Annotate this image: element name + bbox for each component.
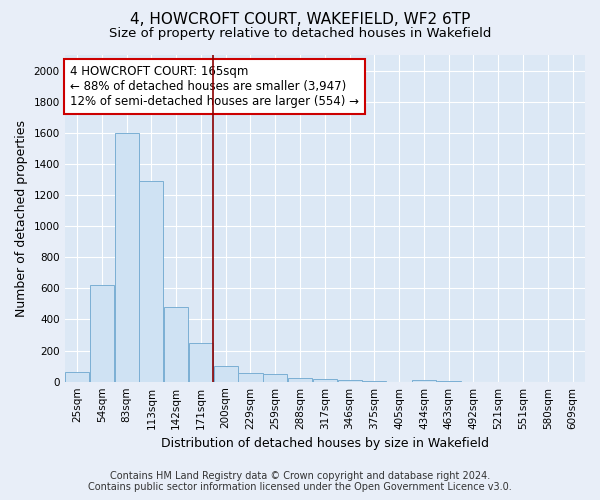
Bar [164, 307, 188, 382]
Text: 4, HOWCROFT COURT, WAKEFIELD, WF2 6TP: 4, HOWCROFT COURT, WAKEFIELD, WF2 6TP [130, 12, 470, 28]
Text: Size of property relative to detached houses in Wakefield: Size of property relative to detached ho… [109, 28, 491, 40]
Bar [115, 133, 139, 382]
Bar [288, 378, 312, 382]
Bar [90, 285, 114, 382]
Text: Contains HM Land Registry data © Crown copyright and database right 2024.
Contai: Contains HM Land Registry data © Crown c… [88, 471, 512, 492]
Bar [412, 380, 436, 382]
Bar [214, 366, 238, 382]
Bar [238, 373, 263, 382]
Bar [362, 381, 386, 382]
Bar [139, 181, 163, 382]
Bar [313, 378, 337, 382]
Bar [437, 381, 461, 382]
Bar [263, 374, 287, 382]
Y-axis label: Number of detached properties: Number of detached properties [15, 120, 28, 317]
Bar [189, 343, 213, 382]
Text: 4 HOWCROFT COURT: 165sqm
← 88% of detached houses are smaller (3,947)
12% of sem: 4 HOWCROFT COURT: 165sqm ← 88% of detach… [70, 65, 359, 108]
Bar [65, 372, 89, 382]
X-axis label: Distribution of detached houses by size in Wakefield: Distribution of detached houses by size … [161, 437, 489, 450]
Bar [338, 380, 362, 382]
